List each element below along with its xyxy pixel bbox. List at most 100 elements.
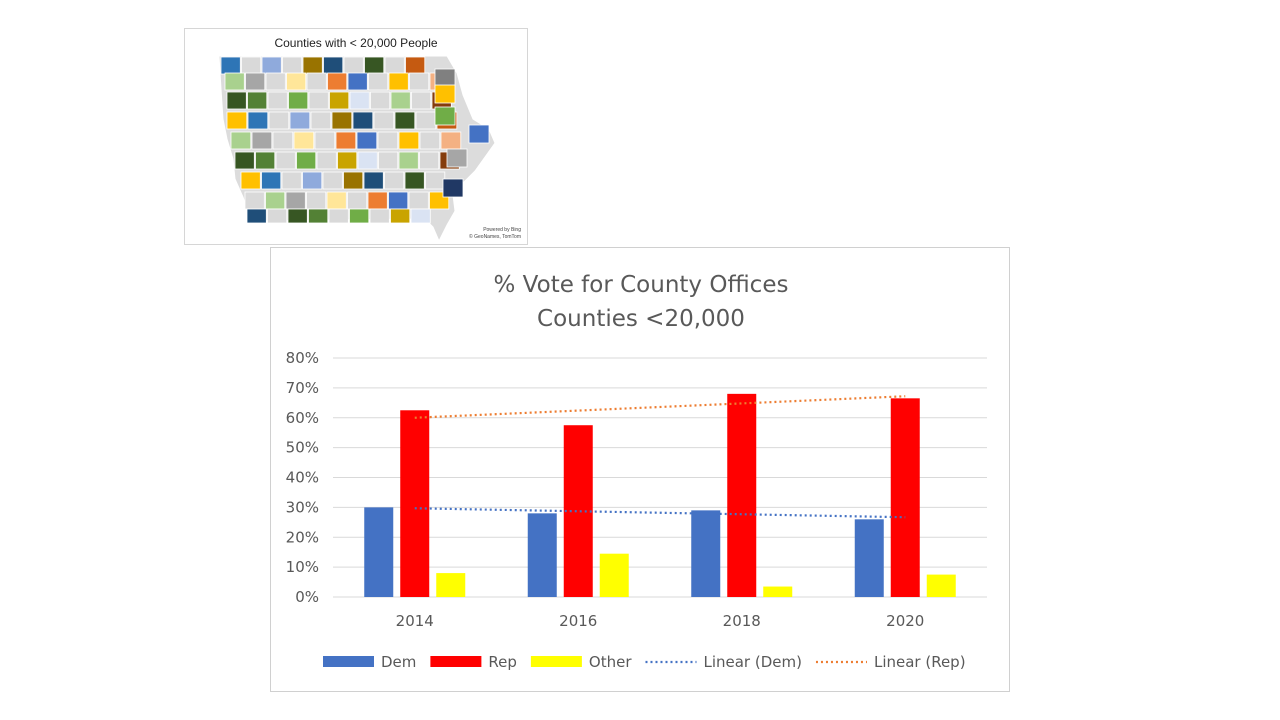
county-cell (287, 208, 308, 224)
bar-dem-2014 (364, 507, 394, 597)
county-cell (415, 111, 437, 130)
map-attribution-bing: Powered by Bing (483, 227, 521, 233)
county-cell (326, 191, 347, 210)
county-cell (272, 131, 294, 150)
county-cell (240, 171, 261, 190)
county-cell (314, 131, 336, 150)
county-cell (261, 56, 282, 75)
county-cell (388, 191, 409, 210)
county-cell (224, 72, 245, 91)
x-tick-label: 2016 (559, 612, 597, 630)
bar-dem-2018 (691, 510, 721, 597)
county-cell (337, 151, 358, 170)
county-cell (281, 171, 302, 190)
x-tick-label: 2018 (723, 612, 761, 630)
county-cell (329, 91, 350, 110)
y-tick-label: 50% (286, 439, 319, 457)
y-tick-label: 30% (286, 498, 319, 516)
bar-other-2014 (436, 573, 466, 597)
county-cell (398, 151, 419, 170)
county-cell (440, 131, 462, 150)
trendline-linear-dem- (414, 507, 906, 519)
county-cell (364, 56, 385, 75)
county-cell (390, 91, 411, 110)
x-tick-label: 2014 (396, 612, 434, 630)
county-cell (265, 72, 286, 91)
county-cell (419, 151, 440, 170)
bar-rep-2016 (563, 425, 593, 597)
county-cell (404, 171, 425, 190)
county-cell (408, 191, 429, 210)
bar-rep-2018 (727, 393, 757, 597)
county-cell (369, 208, 390, 224)
county-cell (370, 91, 391, 110)
county-cell (368, 72, 389, 91)
county-cell (288, 91, 309, 110)
bar-dem-2016 (527, 513, 557, 597)
county-cell (335, 131, 357, 150)
county-cell (267, 91, 288, 110)
county-cell (378, 151, 399, 170)
county-cell (347, 191, 368, 210)
county-cell (289, 111, 311, 130)
y-tick-label: 0% (295, 588, 319, 606)
county-cell (293, 131, 315, 150)
y-tick-label: 70% (286, 379, 319, 397)
bar-rep-2014 (400, 410, 430, 597)
county-cell (265, 191, 286, 210)
county-cell (322, 171, 343, 190)
county-cell (308, 91, 329, 110)
bar-other-2016 (599, 553, 629, 597)
county-cell (241, 56, 262, 75)
legend-swatch-dem (323, 656, 374, 667)
county-cell (226, 111, 248, 130)
y-tick-label: 40% (286, 469, 319, 487)
county-cell (230, 131, 252, 150)
county-cell (244, 191, 265, 210)
county-cell (286, 72, 307, 91)
bar-other-2020 (926, 574, 956, 597)
county-cell (384, 171, 405, 190)
county-cell (246, 208, 267, 224)
county-cell (390, 208, 411, 224)
chart-card: % Vote for County Offices Counties <20,0… (270, 247, 1010, 692)
county-cell (247, 91, 268, 110)
county-cell (251, 131, 273, 150)
county-cell (308, 208, 329, 224)
county-cell (442, 178, 464, 198)
county-cell (434, 84, 456, 104)
county-cell (245, 72, 266, 91)
legend-swatch-rep (430, 656, 482, 667)
legend-label: Dem (381, 653, 416, 671)
county-cell (347, 72, 368, 91)
county-cell (316, 151, 337, 170)
county-cell (226, 91, 247, 110)
chart-subtitle: Counties <20,000 (537, 306, 745, 332)
county-cell (306, 191, 327, 210)
map-card: Counties with < 20,000 People Powered by… (184, 28, 528, 245)
legend-label: Linear (Rep) (874, 653, 966, 671)
county-cell (302, 56, 323, 75)
county-cell (411, 91, 432, 110)
county-cell (306, 72, 327, 91)
county-cell (302, 171, 323, 190)
county-cell (343, 171, 364, 190)
legend-label: Linear (Dem) (703, 653, 801, 671)
county-cell (268, 111, 290, 130)
county-cell (357, 151, 378, 170)
county-cell (384, 56, 405, 75)
county-cell (434, 106, 456, 126)
county-cell (310, 111, 332, 130)
county-cell (434, 68, 456, 88)
trendline-linear-rep- (414, 395, 906, 419)
x-tick-label: 2020 (886, 612, 924, 630)
county-cell (398, 131, 420, 150)
y-tick-label: 20% (286, 528, 319, 546)
y-tick-label: 10% (286, 558, 319, 576)
county-cell (410, 208, 431, 224)
county-cell (352, 111, 374, 130)
y-tick-label: 60% (286, 409, 319, 427)
county-cell (388, 72, 409, 91)
y-tick-label: 80% (286, 349, 319, 367)
county-cell (285, 191, 306, 210)
